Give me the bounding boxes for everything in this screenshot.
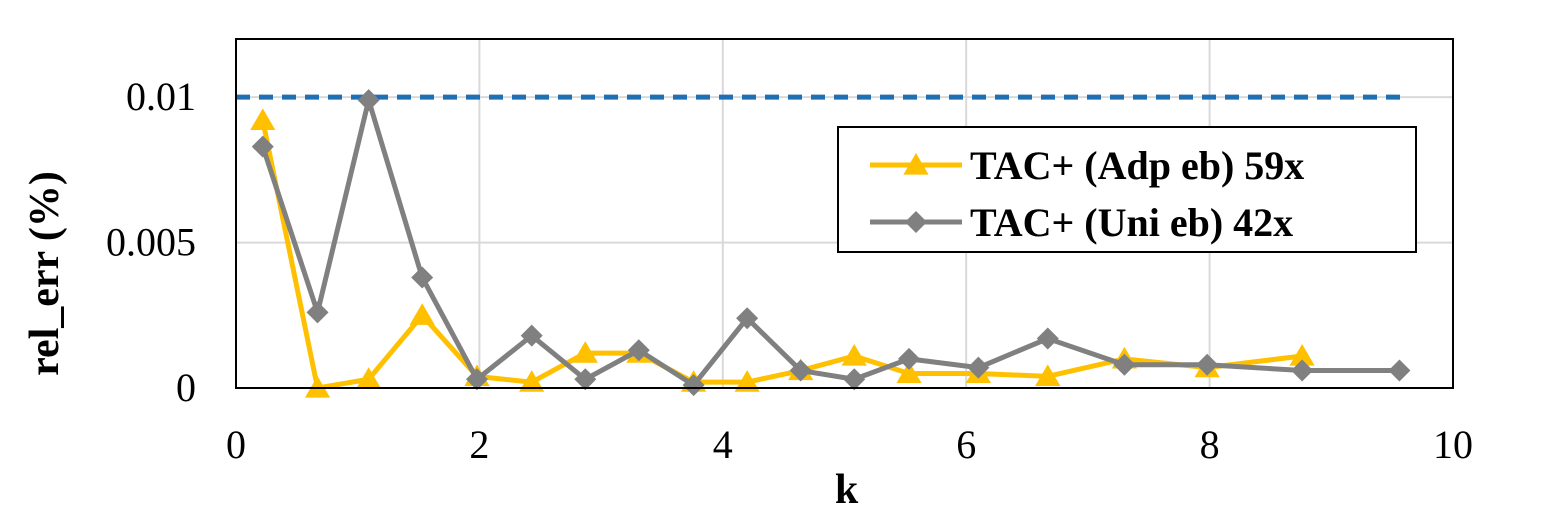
x-tick-labels: 0 2 4 6 8 10 [226, 422, 1473, 467]
triangle-marker [1289, 344, 1315, 366]
diamond-marker [736, 307, 759, 330]
triangle-marker [409, 303, 435, 325]
y-tick-label: 0 [176, 365, 196, 410]
legend-label: TAC+ (Uni eb) 42x [970, 200, 1293, 245]
diamond-marker [967, 356, 990, 379]
legend-box [837, 126, 1417, 253]
diamond-marker [1113, 353, 1136, 376]
diamond-marker [627, 339, 650, 362]
legend-triangle-marker [903, 153, 929, 175]
diamond-marker [1291, 359, 1314, 382]
series-uni [251, 89, 1411, 397]
triangle-marker [304, 376, 331, 398]
triangle-marker [734, 370, 760, 392]
diamond-marker [898, 347, 921, 370]
diamond-marker [789, 359, 812, 382]
triangle-marker [841, 344, 867, 366]
diamond-marker [1196, 353, 1219, 376]
x-tick-label: 2 [469, 422, 489, 467]
diamond-marker [465, 368, 488, 391]
diamond-marker [843, 368, 866, 391]
diamond-marker [574, 368, 597, 391]
x-tick-label: 6 [956, 422, 976, 467]
y-axis-title: rel_err (%) [22, 171, 68, 376]
series-layer [250, 89, 1411, 398]
legend: TAC+ (Adp eb) 59x TAC+ (Uni eb) 42x [837, 126, 1417, 253]
diamond-marker [520, 324, 543, 347]
diamond-marker [306, 301, 329, 324]
y-tick-label: 0.01 [126, 74, 196, 119]
triangle-marker [1035, 364, 1061, 386]
x-tick-label: 8 [1200, 422, 1220, 467]
y-tick-labels: 0 0.005 0.01 [106, 74, 196, 410]
series-adp [250, 108, 1315, 398]
x-tick-label: 10 [1433, 422, 1473, 467]
triangle-marker [572, 341, 598, 363]
triangle-marker [519, 370, 545, 392]
diamond-marker [1388, 359, 1411, 382]
legend-label: TAC+ (Adp eb) 59x [970, 143, 1304, 188]
triangle-marker [250, 108, 276, 131]
series-line [260, 119, 1303, 391]
plot-frame [235, 38, 1454, 389]
triangle-marker [896, 361, 922, 384]
x-axis-title: k [835, 467, 859, 513]
legend-diamond-marker [905, 211, 927, 233]
diamond-marker [1036, 327, 1059, 350]
diamond-marker [357, 89, 380, 112]
diamond-marker [682, 374, 705, 397]
y-tick-label: 0.005 [106, 220, 196, 265]
diamond-marker [251, 135, 274, 158]
x-tick-label: 4 [713, 422, 733, 467]
diamond-marker [411, 266, 434, 289]
x-tick-label: 0 [226, 422, 246, 467]
triangle-marker [356, 367, 382, 389]
